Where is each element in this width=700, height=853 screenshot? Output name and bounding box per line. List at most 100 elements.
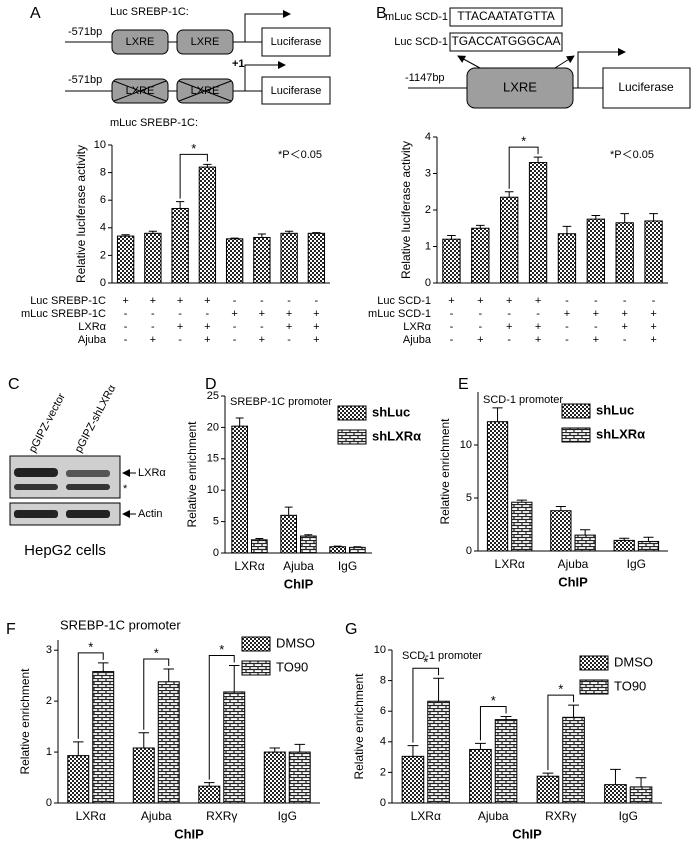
- y-tick-label: 0: [380, 797, 386, 809]
- position-label: -571bp: [68, 26, 102, 38]
- condition-sign: -: [151, 321, 155, 333]
- y-tick-label: 3: [46, 644, 52, 656]
- y-tick-label: 15: [207, 453, 219, 465]
- bar: [471, 227, 490, 284]
- significance-bracket: [547, 694, 575, 771]
- bar: [511, 501, 533, 552]
- condition-label: Ajuba: [403, 334, 432, 346]
- condition-sign: +: [621, 321, 627, 333]
- bar: [198, 166, 217, 284]
- x-tick-label: Ajuba: [283, 559, 314, 573]
- error-bar: [121, 234, 130, 237]
- legend-swatch: [337, 405, 367, 421]
- condition-sign: -: [565, 295, 569, 307]
- y-tick-label: 2: [100, 249, 106, 261]
- condition-sign: -: [450, 334, 454, 346]
- significance-bracket: [208, 654, 235, 780]
- condition-sign: -: [565, 334, 569, 346]
- y-tick-label: 0: [213, 547, 219, 559]
- condition-sign: -: [594, 321, 598, 333]
- condition-sign: -: [287, 295, 291, 307]
- legend-label: shLXRα: [372, 428, 421, 443]
- y-tick-label: 5: [213, 516, 219, 528]
- error-bar: [643, 536, 654, 542]
- reporter-label: Luciferase: [618, 80, 674, 94]
- error-bar: [257, 233, 266, 238]
- condition-sign: -: [233, 295, 237, 307]
- legend-swatch: [561, 427, 591, 443]
- x-axis-label: ChIP: [558, 574, 588, 589]
- bar: [613, 539, 635, 552]
- legend-swatch: [241, 660, 271, 676]
- band-label: LXRα: [138, 467, 166, 479]
- condition-sign: -: [478, 308, 482, 320]
- significance-label: *: [88, 639, 93, 654]
- bar: [469, 748, 492, 804]
- chart-title: SREBP-1C promoter: [60, 617, 181, 632]
- y-tick-label: 20: [207, 421, 219, 433]
- band: [14, 468, 58, 477]
- y-tick-label: 6: [100, 194, 106, 206]
- condition-sign: -: [124, 334, 128, 346]
- chart-title: SREBP-1C promoter: [230, 396, 332, 408]
- significance-bracket: [143, 658, 170, 730]
- error-bar: [475, 224, 485, 229]
- x-axis-label: ChIP: [174, 826, 204, 841]
- condition-sign: -: [507, 308, 511, 320]
- y-tick-label: 3: [425, 167, 431, 179]
- error-bar: [516, 499, 527, 503]
- annotation: *P＜0.05: [278, 149, 322, 161]
- condition-sign: +: [286, 321, 292, 333]
- band: [66, 484, 110, 490]
- construct-label: Luc SCD-1: [394, 36, 448, 48]
- bar: [629, 786, 653, 804]
- significance-bracket: [508, 146, 539, 189]
- condition-sign: +: [259, 308, 265, 320]
- condition-sign: +: [535, 334, 541, 346]
- significance-label: *: [558, 682, 563, 697]
- lane-label: pGIPZ-vector: [27, 391, 68, 455]
- position-label: -571bp: [68, 74, 102, 86]
- bar: [198, 785, 221, 804]
- y-tick-label: 8: [380, 675, 386, 687]
- western-blot: C pGIPZ-vector pGIPZ-shLXRα LXRα * Actin…: [8, 376, 166, 559]
- element-label: LXRE: [503, 79, 537, 94]
- significance-label: *: [521, 134, 526, 149]
- significance-bracket: [412, 667, 440, 743]
- error-bar: [269, 747, 281, 753]
- panel-label: B: [376, 5, 387, 22]
- error-bar: [148, 230, 157, 234]
- element-label: LXRE: [191, 36, 220, 48]
- condition-label: Luc SREBP-1C: [30, 295, 106, 307]
- band: [66, 470, 110, 477]
- legend-swatch: [337, 429, 367, 445]
- x-tick-label: RXRγ: [206, 809, 237, 823]
- condition-sign: +: [477, 295, 483, 307]
- error-bar: [580, 529, 591, 536]
- y-tick-label: 8: [100, 167, 106, 179]
- condition-sign: +: [535, 321, 541, 333]
- bar: [225, 238, 244, 284]
- error-bar: [138, 732, 150, 748]
- construct-label: Luc SREBP-1C:: [110, 6, 189, 18]
- condition-sign: -: [450, 308, 454, 320]
- error-bar: [649, 213, 658, 221]
- condition-sign: -: [260, 321, 264, 333]
- condition-sign: +: [150, 295, 156, 307]
- significance-label: *: [191, 141, 196, 156]
- x-tick-label: LXRα: [234, 559, 264, 573]
- bar: [171, 207, 189, 284]
- condition-sign: +: [313, 334, 319, 346]
- bar: [550, 510, 572, 552]
- condition-sign: +: [650, 308, 656, 320]
- condition-sign: -: [623, 334, 627, 346]
- element-box: [466, 67, 574, 109]
- bar: [427, 700, 450, 804]
- condition-sign: +: [204, 334, 210, 346]
- bar: [500, 196, 519, 284]
- x-tick-label: IgG: [619, 809, 638, 823]
- condition-sign: +: [122, 295, 128, 307]
- sequence-box: [449, 32, 563, 52]
- x-tick-label: LXRα: [76, 809, 106, 823]
- bar: [574, 534, 596, 552]
